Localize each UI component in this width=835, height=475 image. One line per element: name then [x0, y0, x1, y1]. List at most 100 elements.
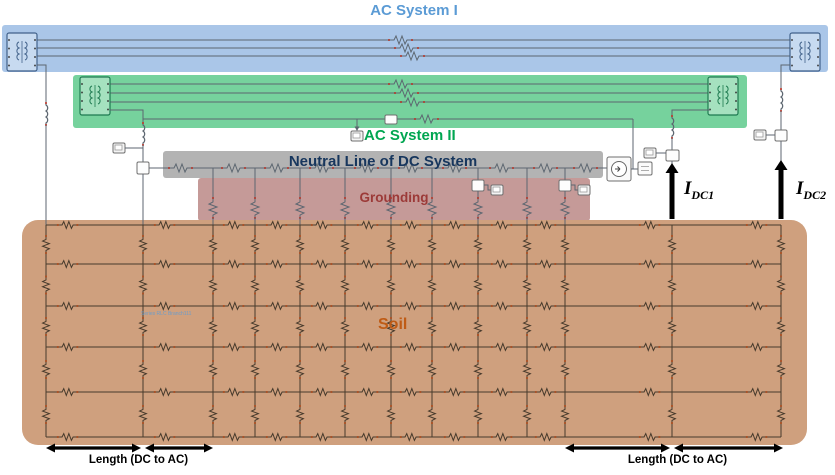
junction-block[interactable] — [665, 149, 680, 162]
resistor — [356, 259, 379, 269]
transformer-ac2-right[interactable] — [707, 76, 739, 116]
resistor — [667, 360, 677, 379]
resistor — [153, 342, 176, 352]
length-label-right: Length (DC to AC) — [627, 454, 728, 466]
resistor — [573, 162, 598, 174]
resistor — [295, 317, 305, 336]
junction-block[interactable] — [471, 179, 485, 192]
resistor — [560, 235, 570, 254]
resistor — [56, 301, 79, 311]
resistor — [208, 405, 218, 424]
resistor — [638, 432, 661, 442]
transformer-ac1-right[interactable] — [789, 32, 821, 72]
ac-system-1-title: AC System I — [370, 2, 458, 19]
transformer-ac1-left[interactable] — [6, 32, 38, 72]
resistor — [250, 235, 260, 254]
resistor — [265, 387, 288, 397]
idc2-symbol: I — [796, 178, 804, 199]
length-arrows — [46, 443, 783, 453]
resistor — [443, 259, 466, 269]
resistor — [310, 342, 333, 352]
resistor — [295, 275, 305, 295]
resistor — [295, 405, 305, 424]
resistor — [473, 275, 483, 295]
resistor — [534, 220, 557, 230]
inductor — [779, 88, 784, 112]
resistor — [560, 275, 570, 295]
display-block[interactable] — [637, 161, 653, 176]
scope-block[interactable] — [112, 142, 126, 154]
resistor — [356, 342, 379, 352]
scope-block[interactable] — [350, 130, 364, 142]
resistor — [399, 432, 422, 442]
resistor — [638, 387, 661, 397]
resistor — [427, 275, 437, 295]
resistor — [522, 317, 532, 336]
resistor — [56, 342, 79, 352]
resistor — [534, 301, 557, 311]
series-rlc-branch-label: Series RLC Branch111 — [141, 311, 192, 317]
resistor — [490, 301, 513, 311]
soil-grid — [41, 220, 786, 442]
resistor — [310, 301, 333, 311]
resistor — [222, 387, 245, 397]
resistor — [41, 235, 51, 254]
scope-block[interactable] — [577, 184, 591, 196]
resistor — [745, 387, 768, 397]
resistor — [138, 405, 148, 424]
idc2-subscript: DC2 — [803, 187, 827, 202]
resistor — [534, 259, 557, 269]
resistor — [356, 301, 379, 311]
neutral-line-label: Neutral Line of DC System — [288, 153, 478, 170]
resistor — [340, 235, 350, 254]
junction-block[interactable] — [774, 129, 788, 142]
resistor — [473, 405, 483, 424]
resistor — [310, 220, 333, 230]
resistor — [394, 42, 419, 54]
resistor — [41, 317, 51, 336]
transformer-ac2-left[interactable] — [79, 76, 111, 116]
resistor — [427, 360, 437, 379]
resistor — [533, 162, 558, 174]
scope-block[interactable] — [753, 129, 767, 141]
resistor — [56, 220, 79, 230]
idc1-symbol: I — [684, 178, 692, 199]
resistor — [265, 342, 288, 352]
resistor — [265, 220, 288, 230]
resistor — [222, 301, 245, 311]
resistor — [776, 275, 786, 295]
junction-block[interactable] — [136, 161, 150, 175]
resistor — [250, 317, 260, 336]
resistor — [745, 342, 768, 352]
resistor — [427, 235, 437, 254]
resistor — [388, 34, 413, 46]
resistor — [638, 301, 661, 311]
soil-region — [22, 220, 807, 445]
resistor — [489, 162, 514, 174]
inductor — [44, 102, 49, 126]
soil-label: Soil — [378, 316, 408, 333]
scope-block[interactable] — [643, 147, 657, 159]
resistor — [340, 360, 350, 379]
resistor — [776, 360, 786, 379]
idc2-label: IDC2 — [796, 178, 826, 203]
neutral-line-region — [163, 151, 603, 178]
current-measure-block[interactable] — [606, 156, 632, 182]
resistor — [138, 275, 148, 295]
resistor — [560, 360, 570, 379]
resistor — [208, 317, 218, 336]
junction-block[interactable] — [384, 114, 398, 125]
junction-block[interactable] — [558, 179, 572, 192]
scope-block[interactable] — [490, 184, 504, 196]
resistor — [295, 235, 305, 254]
resistor — [250, 360, 260, 379]
resistor — [443, 301, 466, 311]
resistor — [490, 259, 513, 269]
idc1-subscript: DC1 — [691, 187, 715, 202]
resistor — [638, 220, 661, 230]
resistor — [473, 360, 483, 379]
resistor — [56, 259, 79, 269]
resistor — [427, 317, 437, 336]
resistor — [153, 301, 176, 311]
